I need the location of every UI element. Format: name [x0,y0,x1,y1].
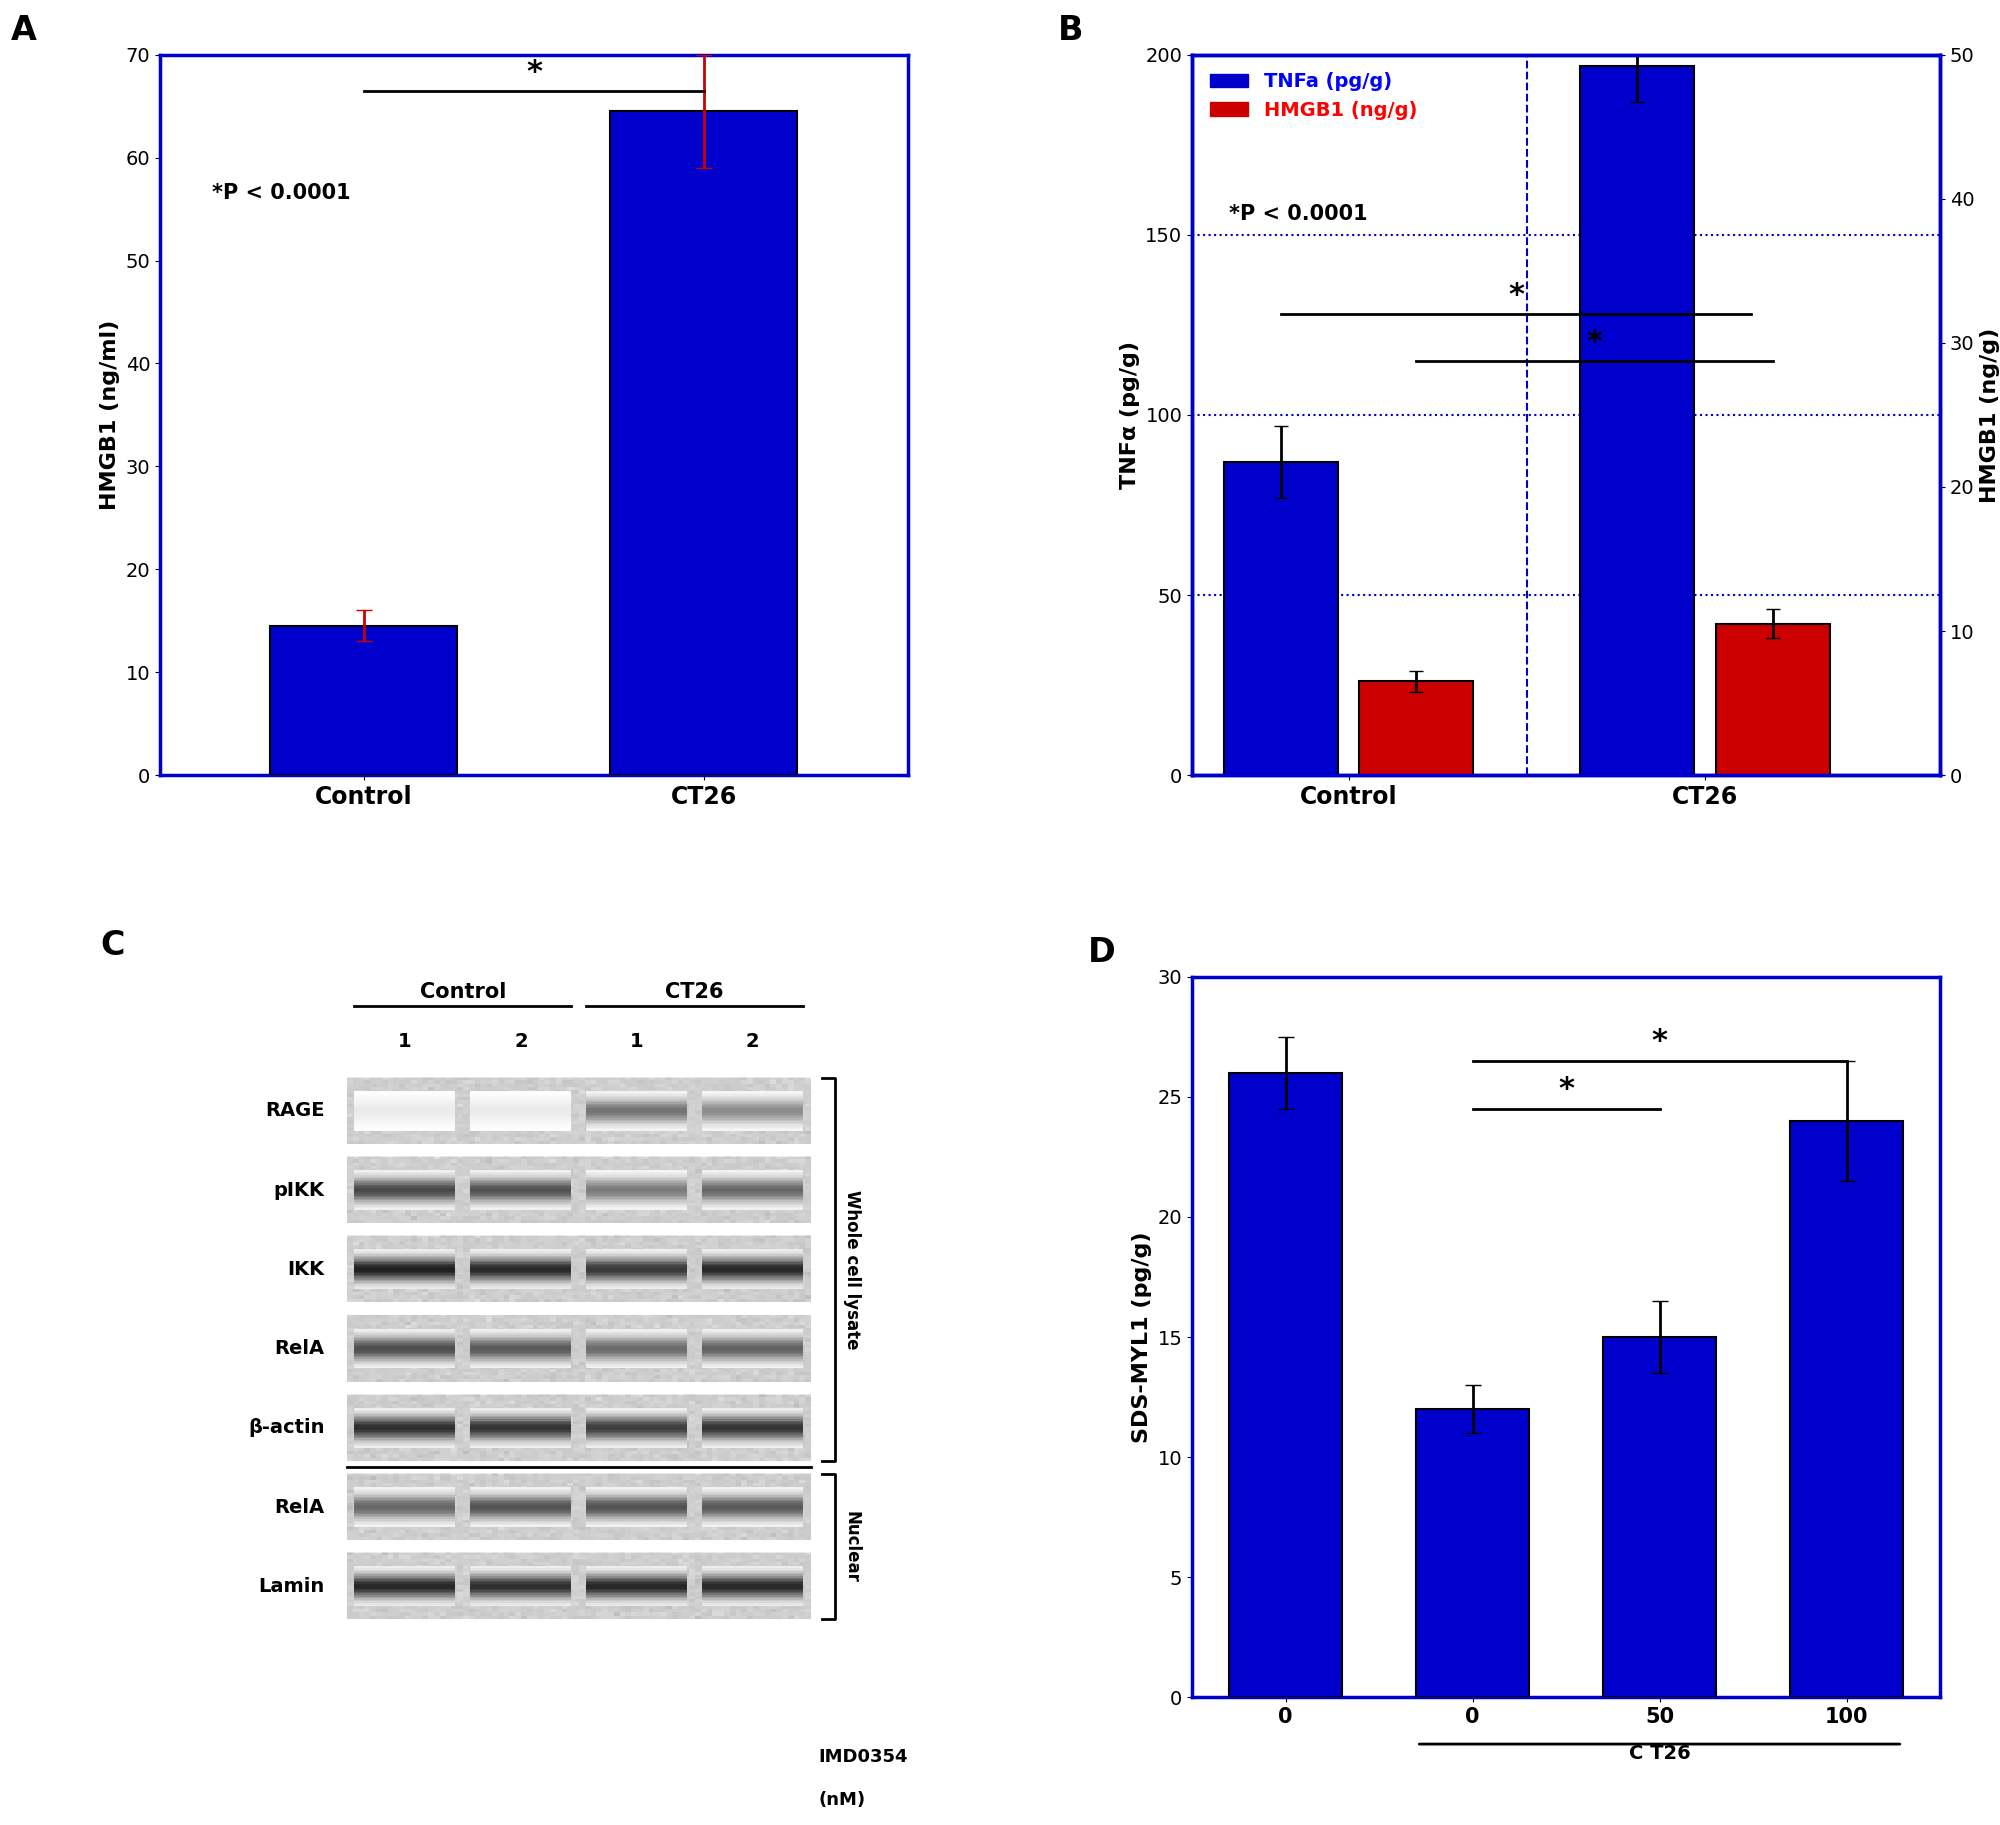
Text: RelA: RelA [274,1340,324,1358]
Text: *: * [526,58,542,86]
Y-axis label: SDS-MYL1 (pg/g): SDS-MYL1 (pg/g) [1132,1232,1152,1444]
Bar [1416,1409,1528,1697]
Bar [346,1394,810,1462]
Text: A: A [10,15,36,47]
Bar [346,1316,810,1382]
Text: C T26: C T26 [1628,1745,1690,1763]
Bar [1580,66,1694,776]
Bar [1230,1073,1342,1697]
Bar [346,1079,810,1144]
Text: *P < 0.0001: *P < 0.0001 [1230,204,1368,224]
Text: *P < 0.0001: *P < 0.0001 [212,182,350,203]
Text: Whole cell lysate: Whole cell lysate [842,1190,860,1349]
Y-axis label: TNFα (pg/g): TNFα (pg/g) [1120,341,1140,489]
Text: B: B [1058,15,1082,47]
Bar [1360,681,1474,776]
Bar [346,1553,810,1619]
Text: β-actin: β-actin [248,1418,324,1438]
Text: *: * [1652,1027,1668,1057]
Text: D: D [1088,936,1116,969]
Bar [1790,1121,1902,1697]
Y-axis label: HMGB1 (ng/g): HMGB1 (ng/g) [1980,327,2000,502]
Text: 1: 1 [630,1033,644,1051]
Text: Control: Control [420,982,506,1002]
Text: RelA: RelA [274,1498,324,1517]
Text: *: * [1558,1075,1574,1104]
Text: pIKK: pIKK [274,1181,324,1199]
Text: *: * [1508,281,1524,310]
Legend: TNFa (pg/g), HMGB1 (ng/g): TNFa (pg/g), HMGB1 (ng/g) [1202,64,1426,128]
Text: IMD0354: IMD0354 [818,1748,908,1765]
Text: Lamin: Lamin [258,1577,324,1595]
Bar [346,1157,810,1223]
Bar [346,1475,810,1540]
Bar [610,111,798,776]
Text: CT26: CT26 [666,982,724,1002]
Text: IKK: IKK [288,1259,324,1279]
Bar [270,626,458,776]
Bar [346,1236,810,1303]
Text: *: * [1586,328,1602,358]
Bar [1604,1338,1716,1697]
Y-axis label: HMGB1 (ng/ml): HMGB1 (ng/ml) [100,319,120,509]
Text: RAGE: RAGE [266,1100,324,1121]
Text: 2: 2 [514,1033,528,1051]
Text: 2: 2 [746,1033,760,1051]
Bar [1224,462,1338,776]
Text: C: C [100,929,124,962]
Bar [1716,624,1830,776]
Text: 1: 1 [398,1033,412,1051]
Text: Nuclear: Nuclear [842,1511,860,1582]
Text: (nM): (nM) [818,1790,866,1809]
